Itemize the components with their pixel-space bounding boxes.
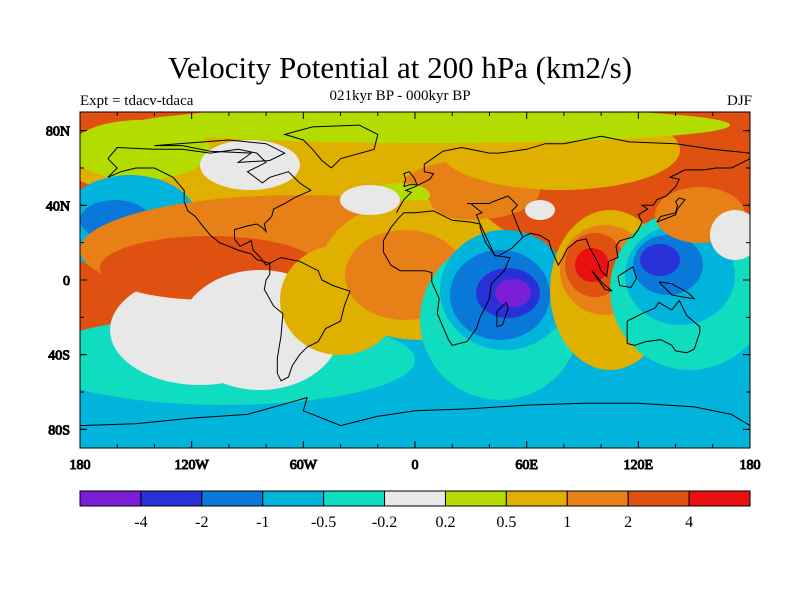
colorbar-swatch	[262, 490, 325, 507]
contour-field	[80, 112, 750, 448]
contour-band	[640, 244, 680, 276]
coastline-segment	[80, 396, 750, 427]
y-tick-label: 40S	[48, 349, 70, 364]
contour-band	[575, 248, 609, 282]
colorbar-swatch	[688, 490, 751, 507]
x-tick-label: 60W	[290, 458, 318, 473]
colorbar-label: 1	[563, 514, 571, 531]
coastline-segment	[522, 158, 750, 278]
coastline-segment	[263, 257, 351, 382]
colorbar-label: 4	[685, 514, 693, 531]
experiment-label: Expt = tdacv-tdaca	[80, 93, 194, 109]
colorbar-label: -4	[134, 514, 147, 531]
coastlines	[80, 124, 750, 427]
coastline-segment	[107, 146, 312, 266]
coastline-segment	[382, 210, 511, 346]
coastline-segment	[395, 135, 750, 214]
x-tick-label: 180	[740, 458, 761, 473]
colorbar-swatch	[201, 490, 264, 507]
contour-band	[340, 185, 400, 215]
y-tick-label: 40N	[46, 199, 70, 214]
colorbar-swatch	[140, 490, 203, 507]
x-tick-label: 120W	[175, 458, 210, 473]
contour-band	[80, 120, 210, 180]
coastline-segment	[282, 124, 379, 169]
y-tick-label: 80S	[48, 423, 70, 438]
colorbar-label: 0.5	[496, 514, 516, 531]
x-tick-label: 0	[412, 458, 419, 473]
colorbar-label: 2	[624, 514, 632, 531]
colorbar-label: -2	[195, 514, 208, 531]
colorbar-label: 0.2	[435, 514, 455, 531]
coastline-segment	[658, 281, 696, 300]
colorbar-label: -0.5	[311, 514, 336, 531]
season-label: DJF	[726, 93, 752, 109]
contour-band	[495, 279, 531, 307]
x-tick-label: 120E	[624, 458, 654, 473]
y-tick-label: 0	[63, 274, 70, 289]
y-tick-label: 80N	[46, 125, 70, 140]
coastline-segment	[617, 266, 638, 289]
coastline-segment	[467, 195, 524, 257]
map-subtitle: 021kyr BP - 000kyr BP	[329, 88, 471, 104]
colorbar-swatch	[444, 490, 507, 507]
x-tick-label: 180	[70, 458, 91, 473]
coastline-segment	[496, 301, 509, 328]
colorbar-label: -1	[256, 514, 269, 531]
axis-ticks: 180 120W 60W 0 60E 120E 180 80N 40N 0 40S 80S	[45, 112, 761, 474]
colorbar: -4 -2 -1 -0.5 -0.2 0.2 0.5 1 2 4	[79, 490, 751, 531]
colorbar-label: -0.2	[372, 514, 397, 531]
contour-band	[130, 112, 730, 143]
colorbar-swatch	[323, 490, 386, 507]
contour-band	[430, 180, 510, 220]
coastline-segment	[154, 139, 286, 164]
contour-band	[710, 210, 750, 260]
coastline-segment	[626, 299, 701, 354]
colorbar-swatch	[505, 490, 568, 507]
colorbar-swatch	[566, 490, 629, 507]
colorbar-swatch	[627, 490, 690, 507]
x-tick-label: 60E	[515, 458, 538, 473]
colorbar-swatch	[384, 490, 446, 507]
coastline-segment	[591, 270, 613, 292]
coastline-segment	[656, 197, 686, 223]
contour-band	[200, 140, 300, 190]
contour-band	[525, 200, 555, 220]
coastline-segment	[403, 171, 418, 188]
map-title: Velocity Potential at 200 hPa (km2/s)	[167, 50, 633, 85]
colorbar-swatch	[79, 490, 142, 507]
